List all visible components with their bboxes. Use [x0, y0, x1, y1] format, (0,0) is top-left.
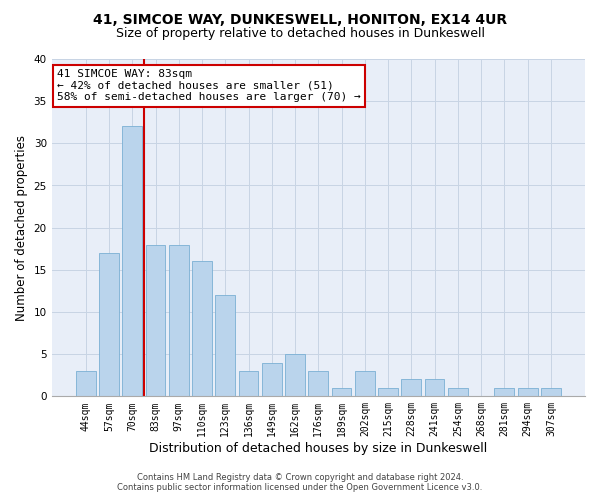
- Text: 41 SIMCOE WAY: 83sqm
← 42% of detached houses are smaller (51)
58% of semi-detac: 41 SIMCOE WAY: 83sqm ← 42% of detached h…: [57, 69, 361, 102]
- Bar: [146, 244, 166, 396]
- Y-axis label: Number of detached properties: Number of detached properties: [15, 134, 28, 320]
- X-axis label: Distribution of detached houses by size in Dunkeswell: Distribution of detached houses by size …: [149, 442, 487, 455]
- Bar: [76, 371, 95, 396]
- Bar: [378, 388, 398, 396]
- Bar: [262, 362, 282, 396]
- Bar: [308, 371, 328, 396]
- Bar: [192, 262, 212, 396]
- Bar: [122, 126, 142, 396]
- Bar: [99, 253, 119, 396]
- Text: Size of property relative to detached houses in Dunkeswell: Size of property relative to detached ho…: [115, 28, 485, 40]
- Bar: [169, 244, 188, 396]
- Bar: [425, 380, 445, 396]
- Bar: [215, 295, 235, 396]
- Bar: [355, 371, 375, 396]
- Bar: [285, 354, 305, 397]
- Bar: [494, 388, 514, 396]
- Bar: [239, 371, 259, 396]
- Bar: [401, 380, 421, 396]
- Bar: [518, 388, 538, 396]
- Text: Contains HM Land Registry data © Crown copyright and database right 2024.
Contai: Contains HM Land Registry data © Crown c…: [118, 473, 482, 492]
- Bar: [332, 388, 352, 396]
- Text: 41, SIMCOE WAY, DUNKESWELL, HONITON, EX14 4UR: 41, SIMCOE WAY, DUNKESWELL, HONITON, EX1…: [93, 12, 507, 26]
- Bar: [541, 388, 561, 396]
- Bar: [448, 388, 468, 396]
